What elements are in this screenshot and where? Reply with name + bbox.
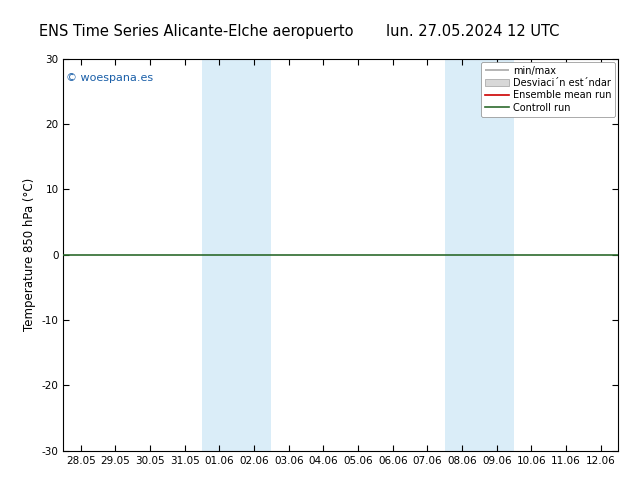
Bar xyxy=(202,59,271,451)
Text: lun. 27.05.2024 12 UTC: lun. 27.05.2024 12 UTC xyxy=(385,24,559,39)
Y-axis label: Temperature 850 hPa (°C): Temperature 850 hPa (°C) xyxy=(23,178,36,331)
Legend: min/max, Desviaci´n est´ndar, Ensemble mean run, Controll run: min/max, Desviaci´n est´ndar, Ensemble m… xyxy=(481,62,615,117)
Text: ENS Time Series Alicante-Elche aeropuerto: ENS Time Series Alicante-Elche aeropuert… xyxy=(39,24,354,39)
Bar xyxy=(445,59,514,451)
Text: © woespana.es: © woespana.es xyxy=(66,73,153,82)
